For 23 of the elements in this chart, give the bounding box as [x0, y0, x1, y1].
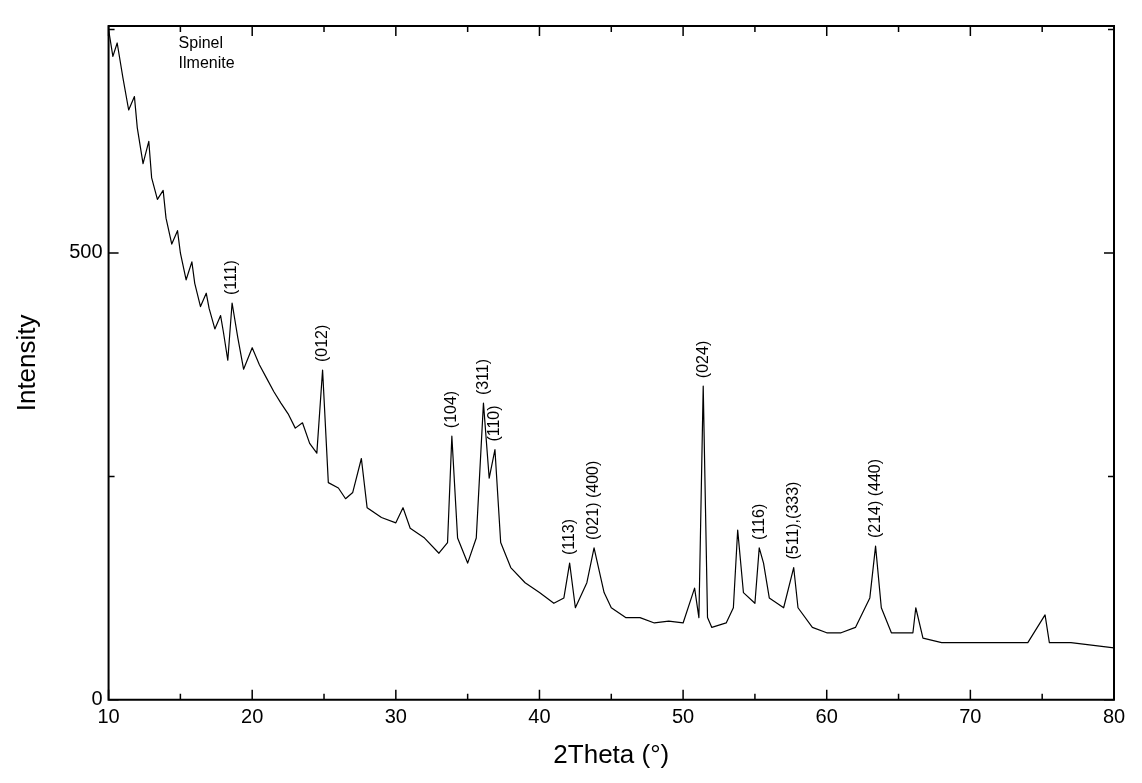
annotation: (110) — [485, 405, 503, 442]
x-tick-label: 50 — [671, 705, 695, 728]
annotation: (012) — [312, 324, 330, 363]
annotation: (111) — [222, 260, 240, 296]
x-tick-label: 20 — [241, 705, 264, 728]
annotation: (021) (400) — [584, 460, 602, 540]
x-tick-label: 30 — [384, 705, 407, 728]
x-axis-title: 2Theta (°) — [553, 738, 670, 769]
annotation: (113) — [560, 518, 578, 556]
x-tick-label: 70 — [959, 705, 982, 728]
annotation: Ilmenite — [178, 54, 235, 72]
x-tick-label: 80 — [1102, 705, 1126, 728]
annotation: (311) — [473, 358, 491, 396]
annotation: (511),(333) — [784, 481, 802, 560]
x-tick-label: 60 — [815, 705, 838, 728]
x-tick-label: 40 — [528, 705, 551, 728]
y-tick-label: 500 — [69, 240, 103, 263]
y-axis-title: Intensity — [10, 314, 41, 412]
annotation: (116) — [749, 503, 767, 540]
annotation: (024) — [693, 340, 711, 379]
annotation: (104) — [442, 390, 460, 429]
annotation: (214) (440) — [865, 458, 883, 539]
annotation: Spinel — [178, 34, 224, 52]
